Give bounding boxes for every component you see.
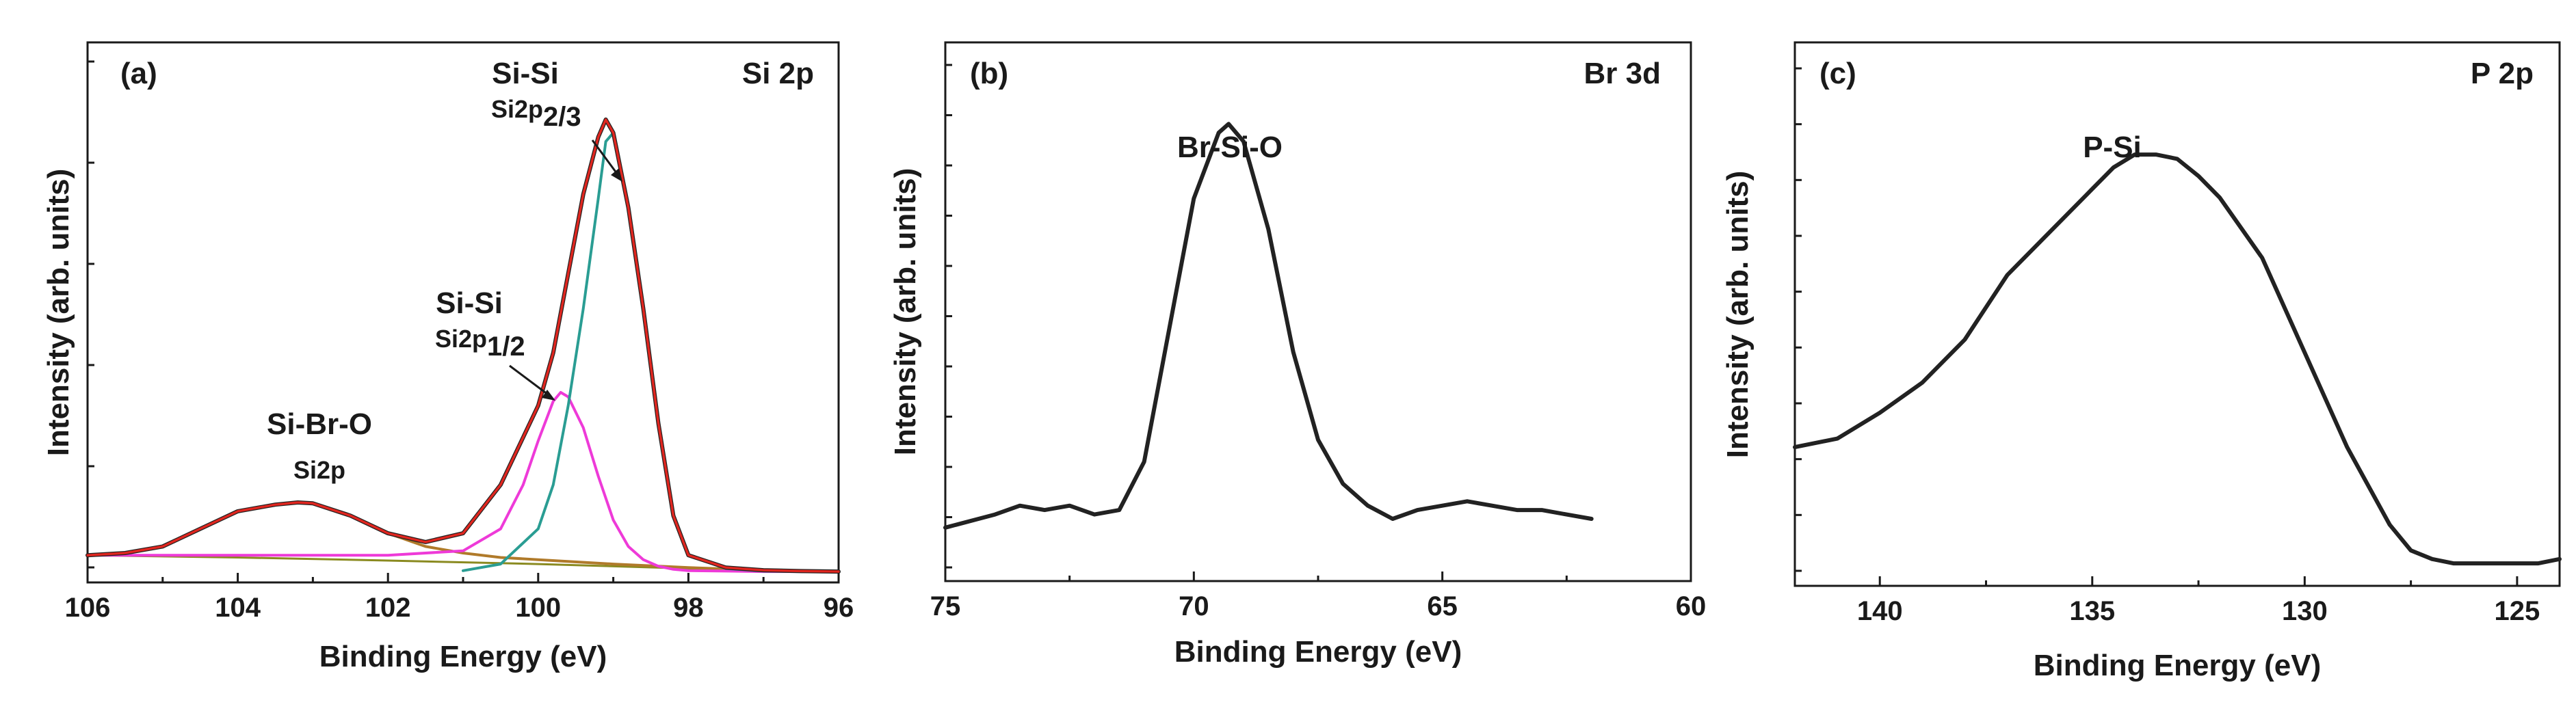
- panel-a-x-axis-title: Binding Energy (eV): [319, 640, 607, 673]
- panel-c-frame: [1793, 41, 2561, 587]
- panel-b-frame: [944, 41, 1692, 582]
- panel-a-series: [86, 117, 841, 574]
- panel-a-series-si-br-o: [86, 501, 840, 574]
- panel-c-x-ticks: 140 135 130 125: [1857, 576, 2540, 626]
- panel-b-title: Br 3d: [1584, 57, 1661, 90]
- arrow-si2p-2-3-head: [611, 168, 622, 182]
- panel-b-y-ticks: [945, 64, 952, 569]
- arrow-si2p-2-3: [591, 139, 620, 177]
- annotation-si2p-sibro: Si2p: [293, 456, 345, 484]
- panel-c-y-axis-title: Intensity (arb. units): [1721, 171, 1754, 458]
- panel-a-label: (a): [120, 57, 157, 90]
- panel-a-x-tick-label-98: 98: [673, 593, 704, 623]
- annotation-br-si-o: Br-Si-O: [1177, 131, 1283, 164]
- panel-b-x-tick-label-60: 60: [1676, 591, 1707, 621]
- panel-a-x-tick-label-96: 96: [824, 593, 854, 623]
- panel-a-y-axis-title: Intensity (arb. units): [42, 169, 75, 456]
- panel-c-p2p: 140 135 130 125 (c) P 2p Binding Energy (eV…: [1721, 41, 2562, 682]
- panel-a-x-tick-label-104: 104: [215, 593, 261, 623]
- annotation-si-br-o: Si-Br-O: [267, 407, 372, 441]
- panel-a-si2p: 106 104 102 100 98 96 (a) Si 2p Binding Energ…: [42, 41, 854, 673]
- panel-c-y-ticks: [1795, 67, 1802, 572]
- panel-b-x-tick-label-75: 75: [930, 591, 961, 621]
- annotation-si2p-1-2-sub: 1/2: [487, 332, 525, 362]
- annotation-si2p-2-3: Si2p2/3: [491, 95, 581, 132]
- annotation-si-si-2-3: Si-Si: [492, 57, 559, 90]
- panel-a-x-tick-label-106: 106: [65, 593, 111, 623]
- annotation-si2p-2-3-sub: 2/3: [543, 102, 581, 132]
- panel-c-series-measured: [1793, 152, 2562, 566]
- panel-c-series: [1793, 152, 2562, 566]
- panel-b-x-tick-label-70: 70: [1179, 591, 1209, 621]
- panel-b-series: [943, 122, 1594, 530]
- panel-c-x-tick-label-140: 140: [1857, 596, 1903, 626]
- panel-c-x-tick-label-135: 135: [2069, 596, 2115, 626]
- panel-b-y-axis-title: Intensity (arb. units): [889, 168, 922, 455]
- panel-b-x-axis-title: Binding Energy (eV): [1174, 635, 1462, 669]
- panel-b-series-measured: [943, 122, 1594, 530]
- panel-b-label: (b): [970, 57, 1008, 90]
- panel-a-y-ticks: [88, 60, 94, 569]
- panel-c-x-axis-title: Binding Energy (eV): [2034, 649, 2321, 682]
- panel-a-x-tick-label-102: 102: [365, 593, 411, 623]
- panel-b-x-ticks: 75 70 65 60: [930, 571, 1707, 621]
- panel-c-title: P 2p: [2471, 57, 2534, 90]
- panel-c-x-tick-label-130: 130: [2282, 596, 2328, 626]
- arrow-si2p-1-2: [509, 364, 551, 398]
- annotation-si-si-1-2: Si-Si: [436, 286, 503, 320]
- panel-a-x-ticks: 106 104 102 100 98 96: [65, 573, 854, 623]
- annotation-si2p-1-2: Si2p1/2: [435, 325, 525, 362]
- panel-c-x-tick-label-125: 125: [2495, 596, 2540, 626]
- annotation-si2p-1-2-base: Si2p: [435, 325, 487, 353]
- panel-a-series-si2p-1-2: [86, 391, 840, 574]
- panel-c-label: (c): [1819, 57, 1856, 90]
- panel-a-x-tick-label-100: 100: [515, 593, 561, 623]
- panel-b-x-tick-label-65: 65: [1427, 591, 1458, 621]
- panel-b-br3d: 75 70 65 60 (b) Br 3d Binding Energy (eV) I…: [889, 41, 1707, 669]
- panel-a-series-fit-envelope: [86, 118, 840, 573]
- annotation-si2p-2-3-base: Si2p: [491, 95, 543, 123]
- annotation-p-si: P-Si: [2083, 131, 2142, 164]
- arrow-si2p-1-2-head: [542, 390, 555, 401]
- panel-a-title: Si 2p: [742, 57, 814, 90]
